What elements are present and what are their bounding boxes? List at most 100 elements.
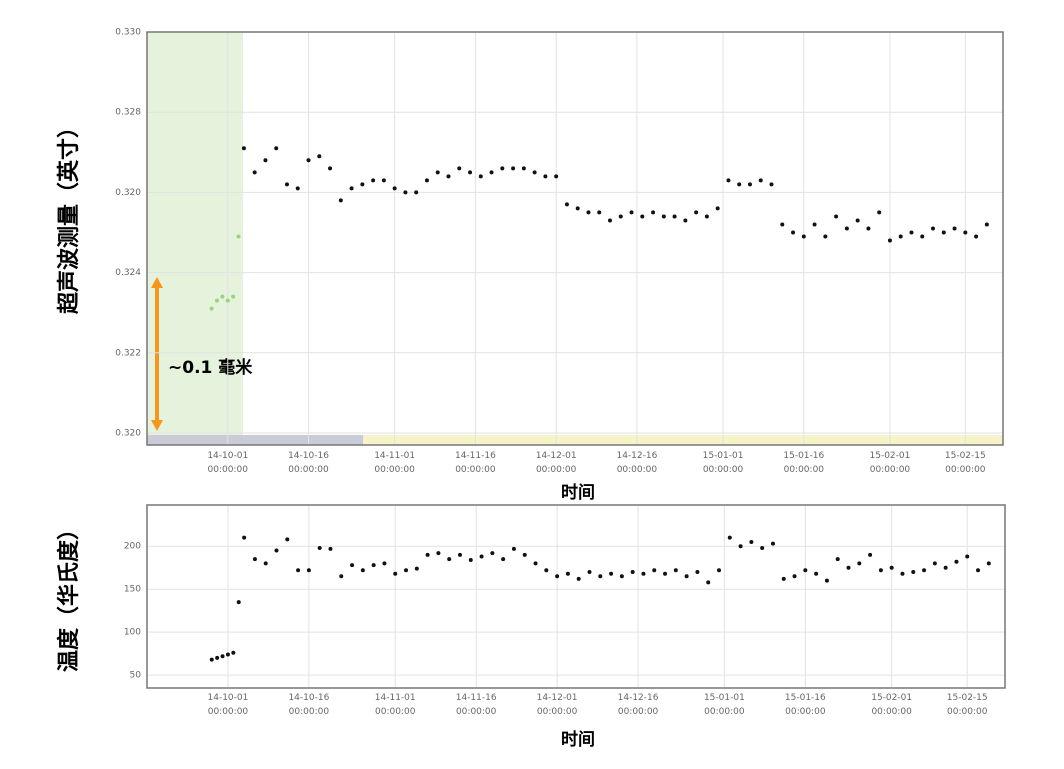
data-point (889, 565, 894, 570)
data-point (382, 561, 387, 566)
data-point (803, 568, 808, 573)
x-tick-label: 15-02-15 00:00:00 (947, 693, 988, 717)
y-tick-label: 0.328 (115, 108, 141, 118)
data-point (435, 170, 440, 175)
data-point (597, 210, 602, 215)
data-point (511, 546, 516, 551)
y-tick-label: 0.320 (115, 188, 141, 198)
data-point (846, 565, 851, 570)
x-tick-label: 14-10-16 00:00:00 (288, 451, 329, 475)
data-point (263, 561, 268, 566)
data-point (231, 650, 236, 655)
y-tick-label: 0.322 (115, 348, 141, 358)
data-point (663, 571, 668, 576)
data-point (436, 551, 441, 556)
data-point (404, 568, 409, 573)
data-point (564, 202, 569, 207)
data-point (823, 234, 828, 239)
data-point (403, 190, 408, 195)
data-point (791, 230, 796, 235)
data-point (242, 535, 247, 540)
data-point (683, 218, 688, 223)
data-point (726, 178, 731, 183)
data-point (652, 568, 657, 573)
data-point (834, 214, 839, 219)
data-point (747, 182, 752, 187)
data-point (544, 568, 549, 573)
data-point (220, 654, 225, 659)
data-point (501, 557, 506, 562)
data-point (236, 600, 241, 605)
data-point (640, 214, 645, 219)
data-point (424, 178, 429, 183)
data-point (532, 170, 537, 175)
data-point (554, 174, 559, 179)
data-point (236, 234, 241, 239)
data-point (835, 557, 840, 562)
data-point (338, 198, 343, 203)
y-tick-label: 100 (124, 628, 141, 638)
x-tick-label: 14-12-01 00:00:00 (537, 693, 578, 717)
data-point (715, 206, 720, 211)
x-axis-title: 时间 (561, 729, 595, 750)
data-point (446, 174, 451, 179)
data-point (855, 218, 860, 223)
data-point (468, 170, 473, 175)
data-point (630, 570, 635, 575)
data-point (479, 554, 484, 559)
data-point (706, 580, 711, 585)
data-point (414, 566, 419, 571)
data-point (586, 210, 591, 215)
data-point (263, 158, 268, 163)
data-point (986, 561, 991, 566)
data-point (349, 186, 354, 191)
data-point (868, 552, 873, 557)
data-point (371, 178, 376, 183)
data-point (922, 568, 927, 573)
y-tick-label: 0.324 (115, 268, 141, 278)
data-point (468, 557, 473, 562)
data-point (976, 568, 981, 573)
plot-frame (146, 31, 1004, 446)
data-point (672, 214, 677, 219)
data-point (521, 166, 526, 171)
data-point (414, 190, 419, 195)
data-point (543, 174, 548, 179)
data-point (317, 154, 322, 159)
data-point (225, 298, 230, 303)
data-point (489, 170, 494, 175)
data-point (618, 214, 623, 219)
data-point (941, 230, 946, 235)
data-point (932, 561, 937, 566)
data-point (963, 230, 968, 235)
data-point (381, 178, 386, 183)
data-point (306, 158, 311, 163)
data-point (511, 166, 516, 171)
x-tick-label: 15-01-16 00:00:00 (783, 451, 824, 475)
data-point (225, 652, 230, 657)
y-tick-label: 0.330 (115, 28, 141, 38)
data-point (214, 298, 219, 303)
data-point (974, 234, 979, 239)
data-point (920, 234, 925, 239)
status-strip (147, 435, 363, 445)
data-point (661, 214, 666, 219)
x-tick-label: 15-02-15 00:00:00 (945, 451, 986, 475)
data-point (252, 170, 257, 175)
data-point (727, 535, 732, 540)
data-point (576, 576, 581, 581)
x-tick-label: 15-02-01 00:00:00 (871, 693, 912, 717)
data-point (500, 166, 505, 171)
data-point (220, 294, 225, 299)
data-point (285, 537, 290, 542)
data-point (641, 571, 646, 576)
data-point (792, 574, 797, 579)
data-point (360, 182, 365, 187)
data-point (252, 557, 257, 562)
data-point (814, 571, 819, 576)
data-point (565, 571, 570, 576)
data-point (575, 206, 580, 211)
data-point (878, 568, 883, 573)
x-tick-label: 14-11-01 00:00:00 (374, 451, 415, 475)
data-point (887, 238, 892, 243)
